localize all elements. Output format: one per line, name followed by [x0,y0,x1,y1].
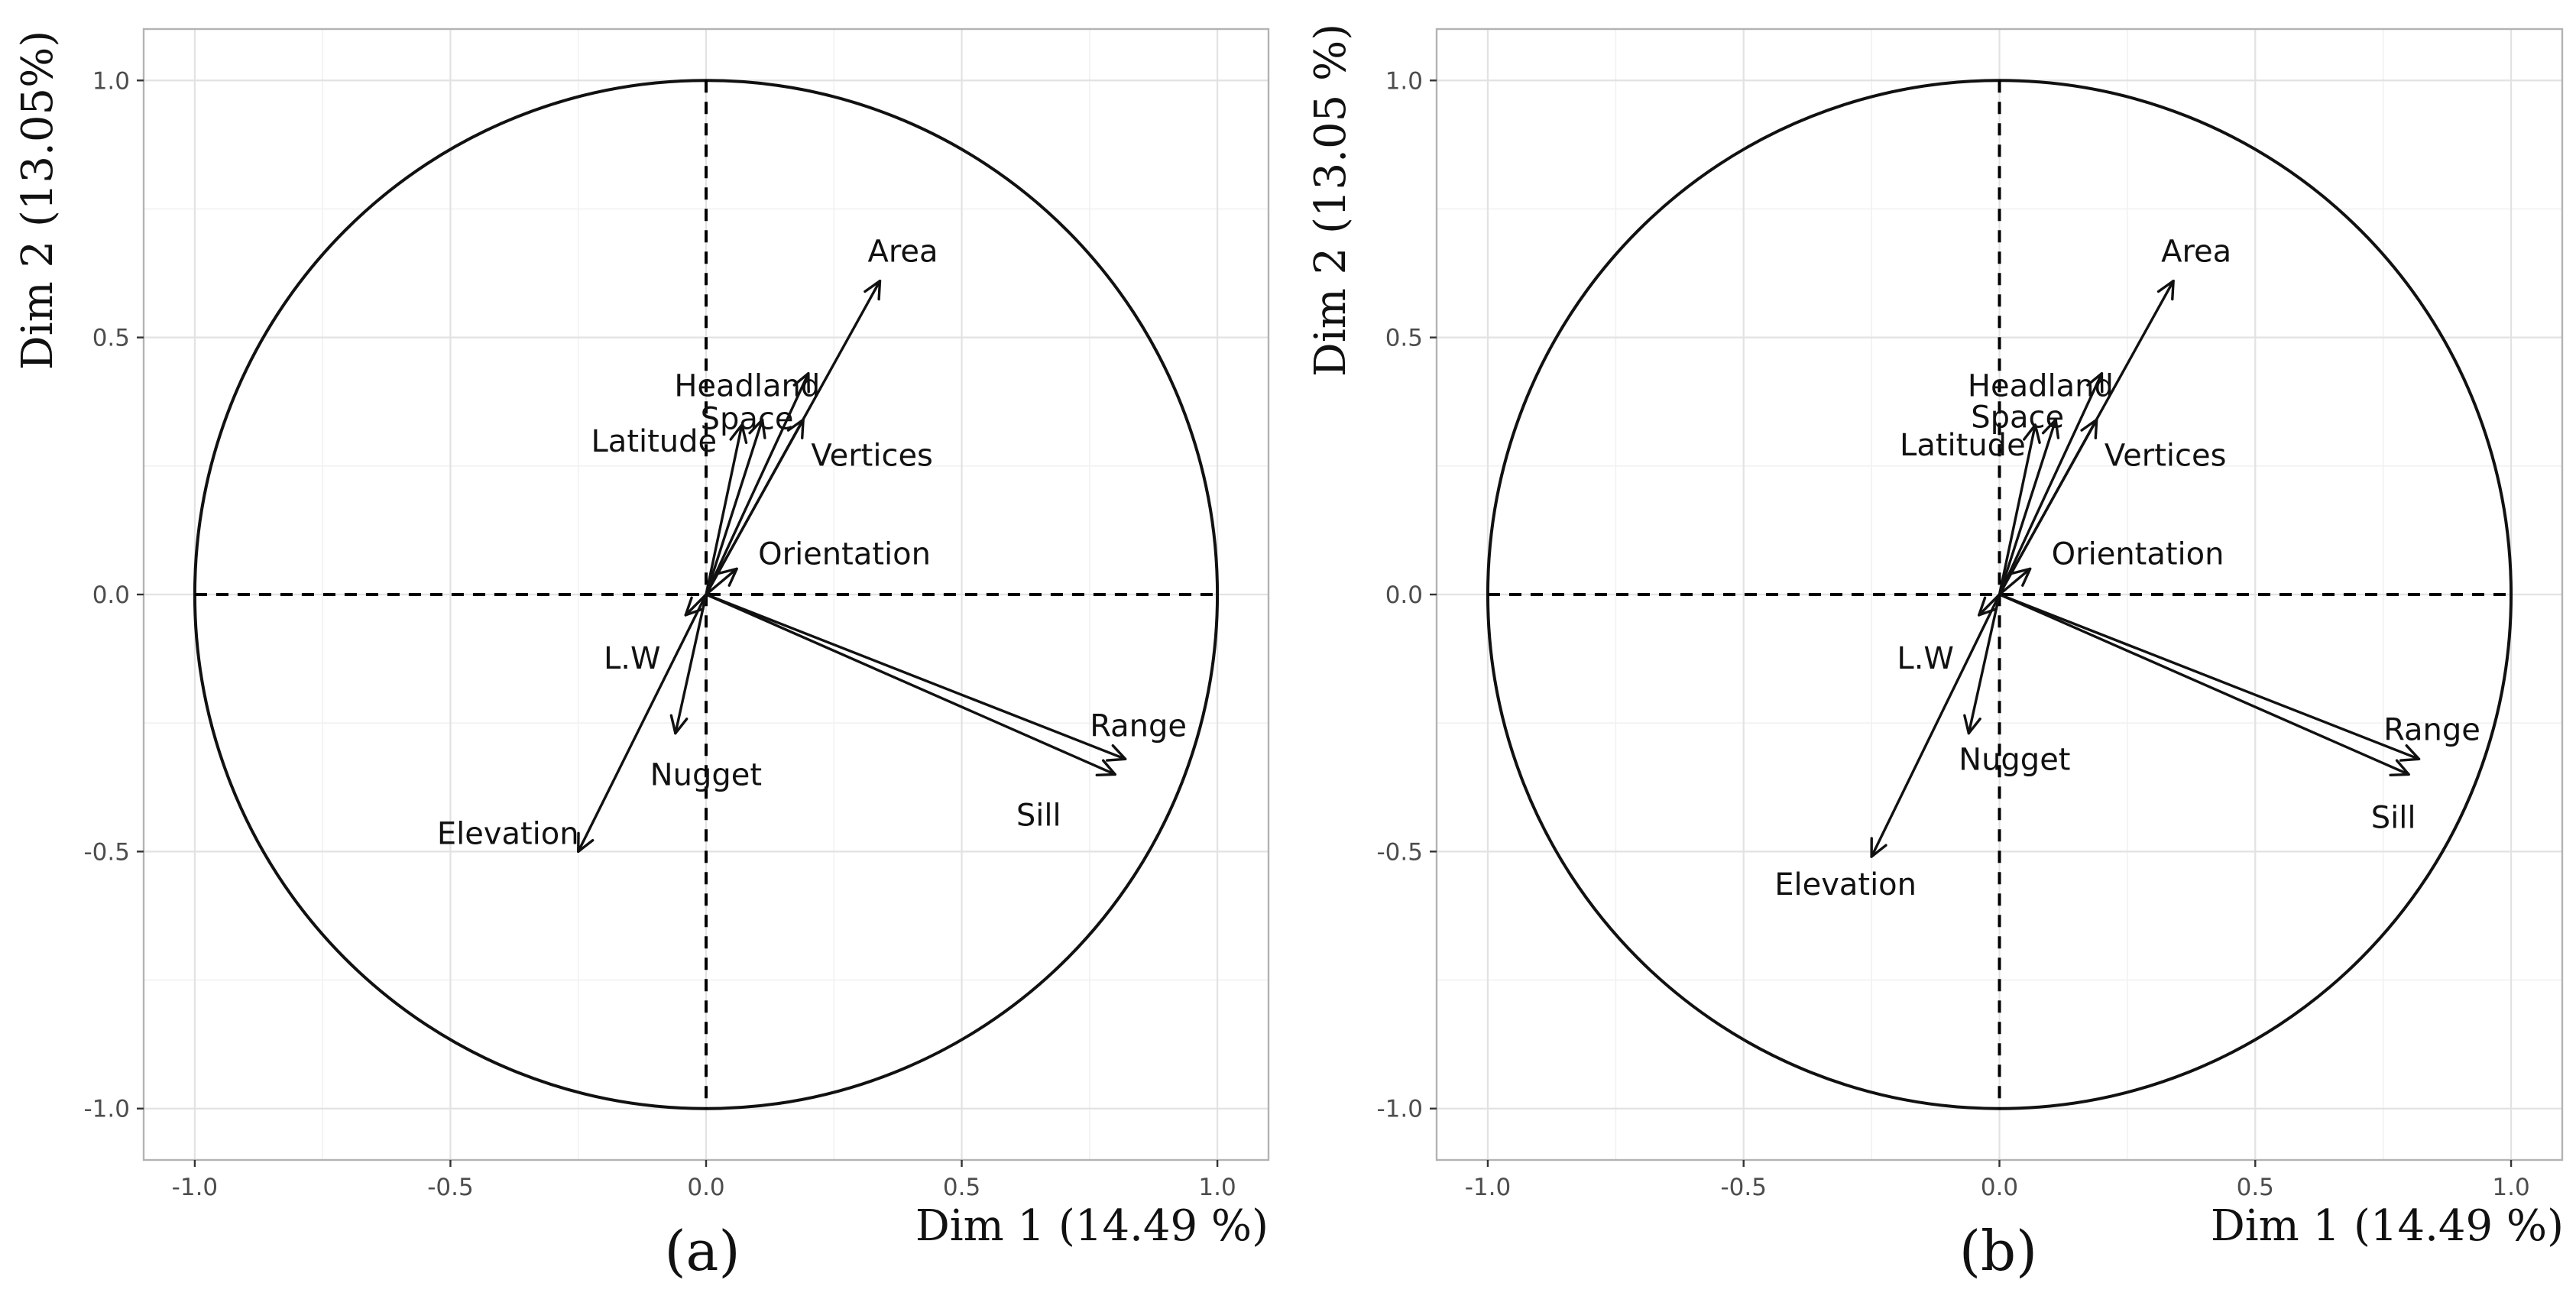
arrow-nugget [674,593,708,735]
arrowhead-nugget [1963,714,1981,735]
arrow-latitude [705,423,744,596]
variable-label-latitude: Latitude [1900,428,2026,463]
variable-label-space: Space [1971,400,2064,435]
x-tick-label: 0.0 [687,1174,724,1201]
x-tick-label: -1.0 [172,1174,219,1201]
arrowhead-orientation [718,567,738,587]
panel-label: (a) [664,1219,740,1283]
arrow-elevation [1870,593,2001,858]
panel-b: -1.0 -0.5 0.0 0.5 1.0 -1.0 -0.5 0.0 0.5 1.0 Area He… [1306,24,2564,1283]
x-tick-label: 0.0 [1981,1174,2018,1201]
variable-label-l-w: L.W [604,641,661,676]
variable-label-space: Space [701,401,794,436]
plot-area: -1.0 -0.5 0.0 0.5 1.0 -1.0 -0.5 0.0 0.5 1.0 Area He… [84,28,1270,1201]
arrow-space [1998,418,2057,596]
arrow-range [705,593,1127,760]
arrowhead-area [2156,279,2175,301]
x-tick-label: -0.5 [427,1174,474,1201]
arrow-orientation [1998,567,2032,596]
panel-a: -1.0 -0.5 0.0 0.5 1.0 -1.0 -0.5 0.0 0.5 1.0 Area He… [13,28,1270,1283]
arrow-range [1998,593,2421,760]
variable-label-nugget: Nugget [1959,743,2070,778]
arrow-sill [1998,593,2410,776]
y-tick-label: -1.0 [1377,1096,1424,1123]
arrowhead-range [1106,744,1127,762]
x-tick-label: 1.0 [1198,1174,1236,1201]
arrowhead-vertices [786,418,805,439]
arrow-l-w [1978,593,2001,617]
variable-label-orientation: Orientation [2052,536,2224,572]
variable-label-vertices: Vertices [2105,438,2227,473]
y-tick-label: 1.0 [1385,67,1423,95]
x-tick-label: 0.5 [943,1174,980,1201]
arrow-vertices [705,418,805,596]
x-tick-label: 0.5 [2237,1174,2274,1201]
variable-label-sill: Sill [2371,800,2416,835]
arrowhead-elevation [577,831,595,854]
arrow-latitude [1998,423,2037,596]
y-axis-title: Dim 2 (13.05%) [13,31,63,370]
y-tick-label: -0.5 [1377,838,1424,866]
variable-label-headland: Headland [674,369,820,404]
variable-label-sill: Sill [1016,798,1061,833]
x-axis-title: Dim 1 (14.49 %) [2211,1201,2564,1251]
y-axis-title: Dim 2 (13.05 %) [1306,24,1356,377]
arrow-space [705,418,764,596]
arrow-headland [705,372,810,596]
arrow-sill [705,593,1116,776]
variable-label-area: Area [867,235,938,270]
variable-label-elevation: Elevation [437,816,579,851]
variable-label-orientation: Orientation [758,536,931,572]
y-tick-label: 0.5 [92,325,130,352]
x-tick-label: 1.0 [2492,1174,2529,1201]
y-tick-label: 0.5 [1385,325,1423,352]
variable-label-elevation: Elevation [1774,867,1917,902]
variable-label-l-w: L.W [1897,641,1954,676]
y-tick-label: 1.0 [92,67,130,95]
arrowhead-sill [2389,759,2410,776]
arrowhead-orientation [2011,567,2032,587]
arrowhead-space [748,418,766,439]
arrowhead-range [2399,744,2421,762]
arrow-headland [1998,372,2104,596]
arrow-elevation [577,593,708,854]
arrowhead-sill [1095,759,1116,776]
variable-label-area: Area [2161,235,2231,270]
arrow-vertices [1998,418,2098,596]
y-tick-label: 0.0 [92,582,130,609]
arrowhead-elevation [1870,837,1887,858]
arrowhead-space [2041,418,2060,439]
variable-label-range: Range [1090,708,1187,744]
arrowhead-latitude [2023,423,2041,445]
variable-label-nugget: Nugget [650,758,762,793]
arrowhead-area [864,279,882,301]
arrowhead-nugget [669,714,689,735]
x-axis-title: Dim 1 (14.49 %) [915,1201,1269,1251]
x-tick-label: -1.0 [1465,1174,1512,1201]
variable-label-range: Range [2383,712,2480,747]
y-tick-label: 0.0 [1385,582,1423,609]
variable-label-latitude: Latitude [591,424,718,459]
panel-label: (b) [1959,1219,2037,1283]
variable-label-vertices: Vertices [811,438,933,473]
x-tick-label: -0.5 [1720,1174,1767,1201]
arrow-orientation [705,567,738,596]
variable-label-headland: Headland [1968,369,2114,404]
arrow-l-w [684,593,708,617]
arrowhead-headland [2086,372,2104,394]
y-tick-label: -0.5 [84,838,131,866]
arrow-nugget [1967,593,2001,735]
arrowhead-headland [792,372,810,394]
arrowhead-vertices [2080,418,2098,439]
y-tick-label: -1.0 [84,1096,131,1123]
arrowhead-latitude [729,423,748,445]
plot-area: -1.0 -0.5 0.0 0.5 1.0 -1.0 -0.5 0.0 0.5 1.0 Area He… [1377,28,2564,1201]
